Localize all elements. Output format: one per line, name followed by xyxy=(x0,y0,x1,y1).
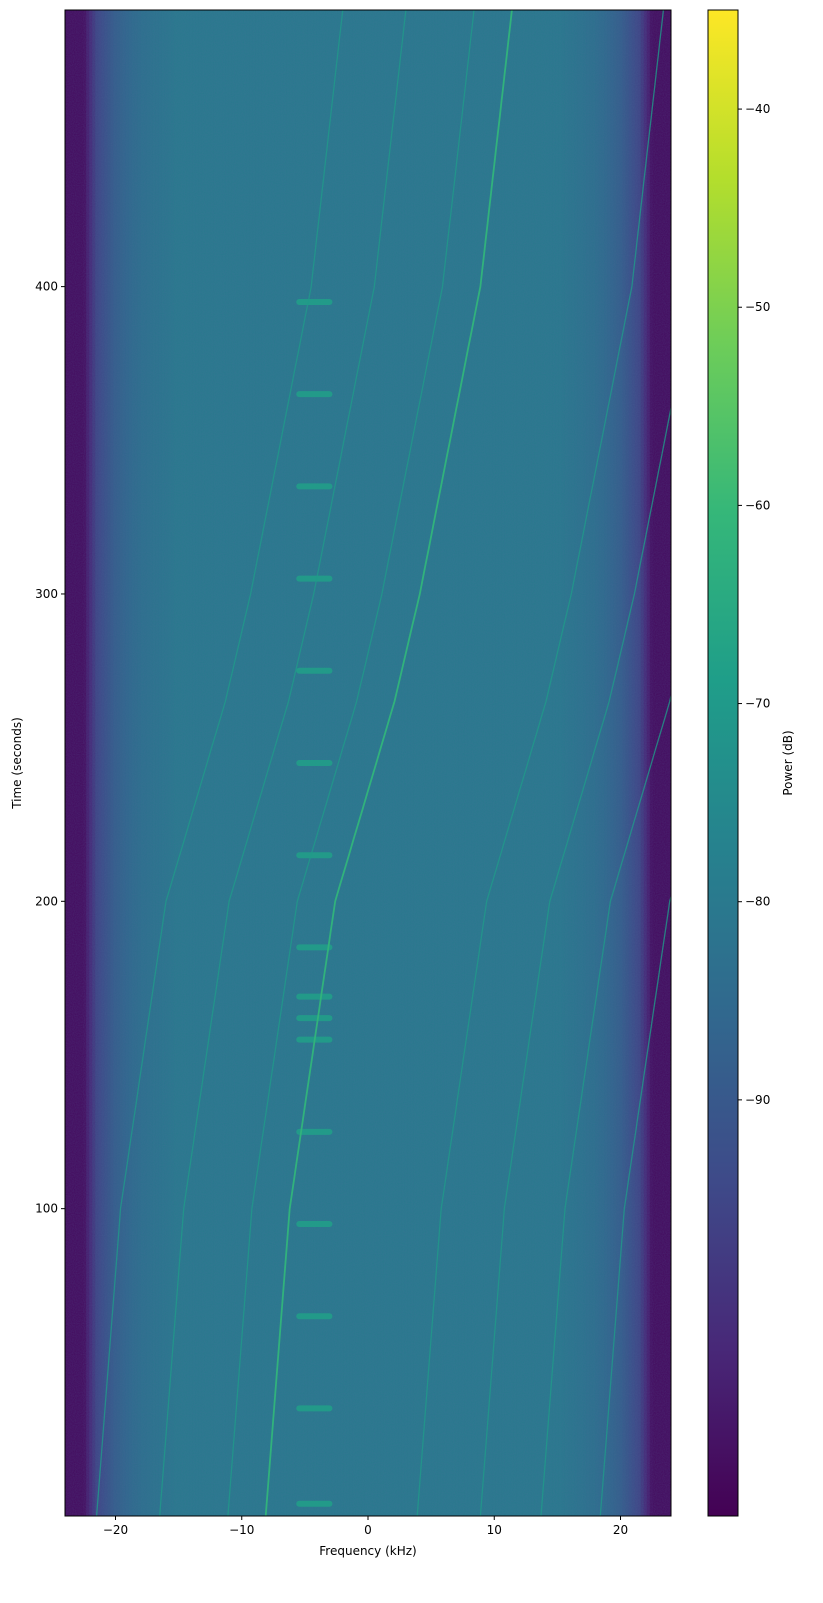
y-axis: 100 200 300 400 xyxy=(35,280,65,1216)
burst xyxy=(296,1015,333,1022)
x-tick-label: 10 xyxy=(487,1523,502,1537)
x-tick-label: −20 xyxy=(103,1523,128,1537)
x-axis: −20 −10 0 10 20 xyxy=(103,1516,628,1537)
signal-track xyxy=(599,894,671,1516)
colorbar-tick-label: −60 xyxy=(745,498,770,512)
burst xyxy=(296,391,333,398)
burst xyxy=(296,993,333,1000)
colorbar xyxy=(707,9,739,1517)
bursts xyxy=(296,298,333,1507)
burst xyxy=(296,1405,333,1412)
colorbar-tick-label: −90 xyxy=(745,1093,770,1107)
y-tick-label: 400 xyxy=(35,280,58,294)
main-signal-track xyxy=(264,10,513,1516)
signal-tracks xyxy=(95,10,671,1516)
y-axis-label: Time (seconds) xyxy=(10,717,24,810)
y-tick-label: 200 xyxy=(35,894,58,908)
colorbar-label: Power (dB) xyxy=(781,730,795,795)
burst xyxy=(296,944,333,951)
burst xyxy=(296,298,333,305)
noise-texture xyxy=(65,10,671,1516)
colorbar-tick-label: −80 xyxy=(745,895,770,909)
burst xyxy=(296,1500,333,1507)
x-tick-label: −10 xyxy=(229,1523,254,1537)
burst xyxy=(296,1128,333,1135)
burst xyxy=(296,667,333,674)
signal-track xyxy=(159,10,407,1516)
burst xyxy=(296,1221,333,1228)
y-tick-label: 100 xyxy=(35,1202,58,1216)
colorbar-ticks: −40 −50 −60 −70 −80 −90 xyxy=(738,102,770,1107)
colorbar-tick-label: −70 xyxy=(745,697,770,711)
y-tick-label: 300 xyxy=(35,587,58,601)
burst xyxy=(296,760,333,766)
colorbar-tick-label: −40 xyxy=(745,102,770,116)
x-tick-label: 0 xyxy=(364,1523,372,1537)
burst xyxy=(296,852,333,859)
signal-track xyxy=(416,10,665,1516)
signal-track xyxy=(95,10,344,1516)
plot-area xyxy=(65,10,671,1516)
colorbar-tick-label: −50 xyxy=(745,300,770,314)
x-tick-label: 20 xyxy=(613,1523,628,1537)
signal-track xyxy=(479,404,671,1516)
signal-track xyxy=(540,693,671,1516)
burst xyxy=(296,483,333,490)
burst xyxy=(296,575,333,582)
burst xyxy=(296,1313,333,1320)
signal-track xyxy=(227,10,475,1516)
x-axis-label: Frequency (kHz) xyxy=(319,1544,416,1558)
